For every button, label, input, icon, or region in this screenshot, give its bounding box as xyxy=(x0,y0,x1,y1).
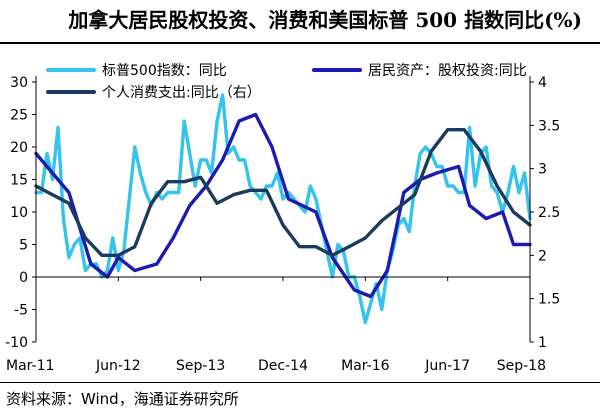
x-tick-label: Mar-16 xyxy=(341,358,389,374)
x-tick-label: Jun-17 xyxy=(424,358,470,374)
legend-label-3: 个人消费支出:同比（右） xyxy=(102,85,261,101)
series-line-1 xyxy=(34,93,532,325)
left-tick-label: 10 xyxy=(10,205,28,221)
chart-title: 加拿大居民股权投资、消费和美国标普 500 指数同比(%) xyxy=(68,8,582,32)
x-tick-label: Sep-18 xyxy=(497,358,546,374)
line-chart: -10 -5 0 5 10 15 20 25 30 1 1.5 2 2.5 3 3.5 4 Mar-11 Jun-… xyxy=(5,63,560,374)
x-tick-label: Mar-11 xyxy=(6,358,54,374)
left-tick-label: 25 xyxy=(10,108,28,124)
title-divider xyxy=(0,42,600,44)
left-tick-label: -5 xyxy=(14,303,28,319)
left-tick-label: 15 xyxy=(10,173,28,189)
right-tick-label: 2.5 xyxy=(538,205,560,221)
right-tick-label: 2 xyxy=(538,248,547,264)
series-line-2 xyxy=(34,112,532,299)
axes-layer: -10 -5 0 5 10 15 20 25 30 1 1.5 2 2.5 3 3.5 4 Mar-11 Jun-… xyxy=(5,75,560,374)
left-tick-label: 20 xyxy=(10,140,28,156)
source-note: 资料来源：Wind，海通证券研究所 xyxy=(6,390,239,408)
right-tick-label: 1.5 xyxy=(538,292,560,308)
right-tick-label: 1 xyxy=(538,335,547,351)
x-tick-label: Jun-12 xyxy=(95,358,141,374)
left-tick-label: -10 xyxy=(5,335,28,351)
left-tick-label: 30 xyxy=(10,75,28,91)
x-tick-label: Sep-13 xyxy=(176,358,225,374)
left-tick-label: 0 xyxy=(19,270,28,286)
footer-divider xyxy=(0,382,600,383)
legend-label-1: 标普500指数：同比 xyxy=(102,63,227,79)
left-tick-label: 5 xyxy=(19,238,28,254)
series-layer xyxy=(34,93,532,325)
x-tick-label: Dec-14 xyxy=(258,358,308,374)
right-tick-label: 3 xyxy=(538,162,547,178)
right-tick-label: 3.5 xyxy=(538,118,560,134)
legend-label-2: 居民资产：股权投资:同比 xyxy=(368,63,527,79)
right-tick-label: 4 xyxy=(538,75,547,91)
series-line-3 xyxy=(34,127,532,258)
